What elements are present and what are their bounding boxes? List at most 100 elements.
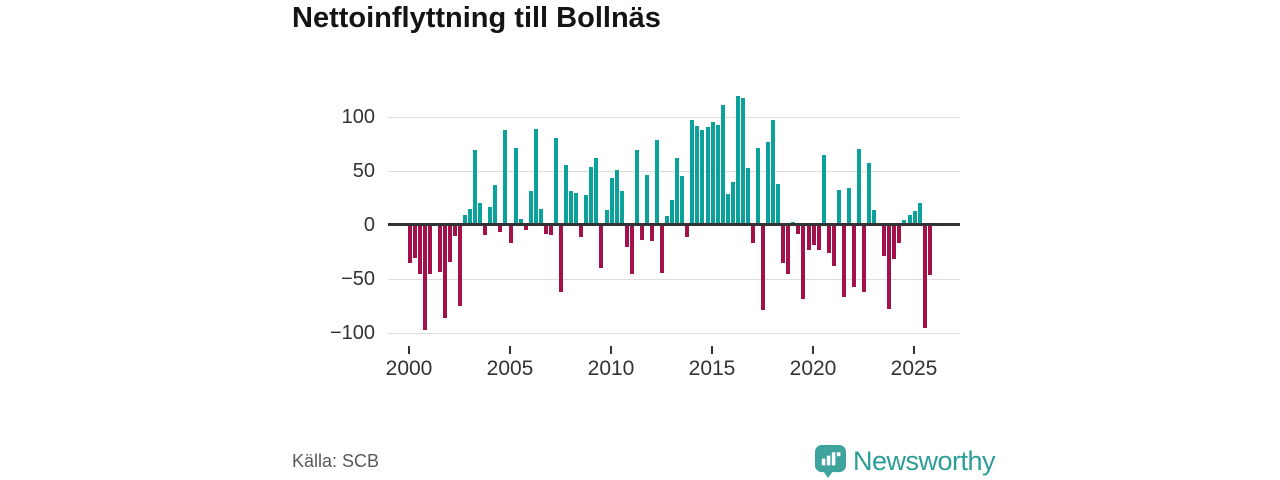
bar [569, 191, 574, 225]
bar [639, 225, 644, 241]
bar [846, 188, 851, 225]
bar [614, 169, 619, 225]
x-axis-label: 2010 [587, 357, 635, 380]
x-axis-label: 2020 [789, 357, 837, 380]
bar [841, 225, 846, 297]
bar [584, 194, 589, 225]
bar [644, 175, 649, 225]
bar [826, 225, 831, 254]
bar [907, 215, 912, 225]
bar [917, 203, 922, 225]
bar [452, 225, 457, 236]
bar [836, 190, 841, 225]
gridline [388, 333, 960, 335]
bar [857, 149, 861, 225]
bar [543, 225, 548, 234]
x-axis-tick [711, 346, 713, 354]
x-axis-tick [812, 346, 814, 354]
bar [720, 104, 725, 225]
bar [412, 225, 417, 258]
bar [442, 225, 447, 319]
bar [422, 225, 427, 331]
bar [796, 225, 801, 234]
bar [513, 148, 518, 225]
bar [867, 163, 871, 225]
brand-footer: Newsworthy [815, 444, 996, 478]
bar [437, 225, 442, 272]
bar [872, 209, 877, 225]
bar [483, 225, 488, 235]
bar [589, 166, 594, 225]
bar [624, 225, 629, 247]
bar [735, 96, 740, 225]
bar [523, 225, 528, 231]
bar [559, 225, 563, 293]
bar [538, 208, 543, 225]
bar [670, 200, 675, 225]
bar [897, 225, 902, 244]
bar [680, 176, 685, 225]
bar [745, 167, 750, 225]
y-axis-label: −50 [341, 268, 375, 291]
bar [922, 225, 927, 328]
gridline [388, 279, 960, 281]
y-axis-label: 50 [352, 159, 375, 182]
bar [660, 225, 664, 273]
bar [771, 119, 776, 225]
bar [740, 98, 745, 225]
x-axis-label: 2000 [385, 357, 433, 380]
bar [821, 154, 826, 225]
bar [463, 215, 468, 225]
bar [806, 225, 811, 250]
x-axis-tick [509, 346, 511, 354]
bar [447, 225, 452, 262]
bar [478, 203, 483, 225]
bar [685, 225, 690, 237]
y-axis-label: 100 [341, 105, 375, 128]
bar [579, 225, 584, 237]
bar [862, 225, 866, 293]
bar [781, 225, 786, 263]
bar [700, 129, 705, 225]
bar [811, 225, 816, 245]
bar [548, 225, 553, 235]
bar [619, 191, 624, 225]
bar [594, 157, 599, 225]
bar [927, 225, 932, 275]
bar [730, 181, 735, 225]
bar [776, 183, 781, 225]
bar [710, 122, 715, 225]
bar [902, 219, 907, 225]
bar [756, 148, 760, 225]
bar [690, 119, 695, 225]
bar [503, 129, 508, 225]
bar [851, 225, 856, 287]
bar [533, 128, 538, 225]
bar [882, 225, 887, 257]
bar [473, 150, 478, 225]
bar [761, 225, 765, 310]
x-axis-tick [913, 346, 915, 354]
bar [750, 225, 755, 244]
bar [508, 225, 513, 244]
bar [528, 191, 533, 225]
bar [655, 140, 659, 225]
bar [801, 225, 806, 299]
gridline [388, 170, 960, 172]
bar [695, 126, 700, 225]
bar [468, 208, 473, 225]
bar [554, 138, 558, 225]
bar [816, 225, 821, 250]
brand-wordmark: Newsworthy [853, 445, 996, 476]
x-axis-label: 2015 [688, 357, 736, 380]
bar [604, 209, 609, 225]
zero-axis-line [388, 223, 960, 226]
bar [892, 225, 897, 259]
bar [609, 178, 614, 225]
source-note: Källa: SCB [292, 451, 380, 471]
bar [725, 193, 730, 225]
y-axis-label: 0 [363, 214, 375, 236]
bar [427, 225, 432, 274]
x-axis-tick [408, 346, 410, 354]
